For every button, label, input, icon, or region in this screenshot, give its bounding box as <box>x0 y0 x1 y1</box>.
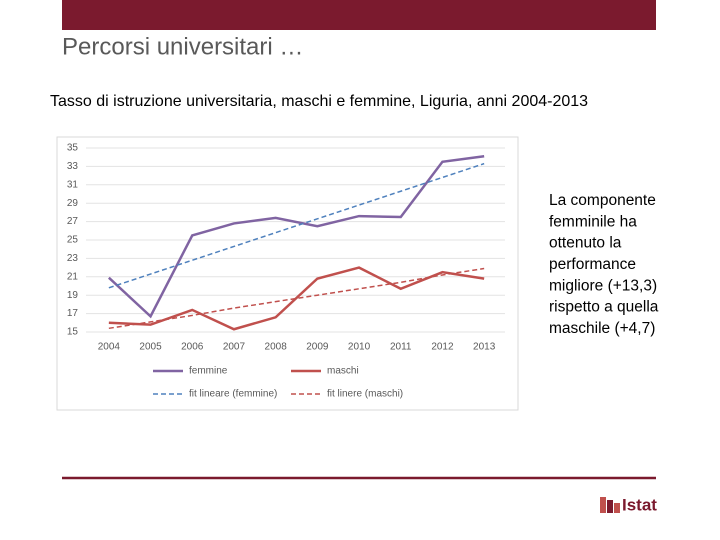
note-line: femminile ha <box>549 213 637 230</box>
series-line <box>108 155 485 319</box>
y-tick-label: 19 <box>67 290 79 301</box>
trend-line <box>108 267 485 330</box>
logo-icon <box>614 503 620 513</box>
x-tick-label: 2006 <box>181 342 204 353</box>
x-tick-label: 2004 <box>98 342 121 353</box>
y-tick-label: 35 <box>67 143 79 154</box>
x-tick-label: 2013 <box>473 342 496 353</box>
y-tick-label: 31 <box>67 179 79 190</box>
legend-label: fit lineare (femmine) <box>189 389 277 400</box>
note-line: performance <box>549 256 636 273</box>
x-tick-label: 2012 <box>431 342 454 353</box>
x-tick-label: 2007 <box>223 342 246 353</box>
note-line: La componente <box>549 192 656 209</box>
note-line: ottenuto la <box>549 235 622 252</box>
y-tick-label: 17 <box>67 308 79 319</box>
y-tick-label: 21 <box>67 271 79 282</box>
x-tick-label: 2008 <box>265 342 288 353</box>
logo-icon <box>600 497 606 513</box>
y-tick-label: 15 <box>67 327 79 338</box>
legend-label: femmine <box>189 366 228 377</box>
chart-title: Tasso di istruzione universitaria, masch… <box>50 93 588 110</box>
note-line: maschile (+4,7) <box>549 320 655 337</box>
y-tick-label: 23 <box>67 253 79 264</box>
legend-label: fit linere (maschi) <box>327 389 403 400</box>
x-tick-label: 2011 <box>390 342 412 353</box>
x-tick-label: 2005 <box>139 342 162 353</box>
y-tick-label: 25 <box>67 235 79 246</box>
trend-line <box>108 162 485 289</box>
x-tick-label: 2009 <box>306 342 329 353</box>
y-tick-label: 27 <box>67 216 79 227</box>
legend-label: maschi <box>327 366 359 377</box>
header-bar <box>62 0 656 30</box>
logo-text: Istat <box>622 495 657 514</box>
logo: Istat <box>600 495 657 514</box>
slide-title: Percorsi universitari … <box>62 33 303 60</box>
y-tick-label: 29 <box>67 198 79 209</box>
note-line: migliore (+13,3) <box>549 277 657 294</box>
series-line <box>108 266 485 331</box>
logo-icon <box>607 500 613 513</box>
y-tick-label: 33 <box>67 161 79 172</box>
note-line: rispetto a quella <box>549 299 659 316</box>
x-tick-label: 2010 <box>348 342 371 353</box>
